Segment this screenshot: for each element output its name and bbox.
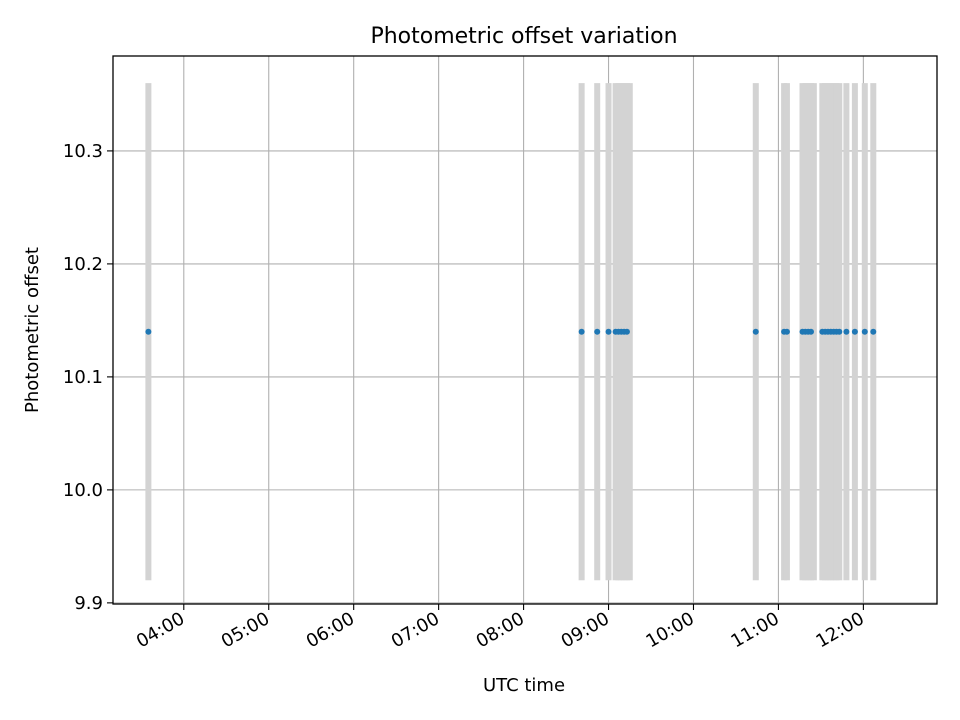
y-tick-label: 10.1 (63, 367, 103, 388)
data-point (807, 328, 814, 335)
x-axis-label: UTC time (483, 675, 565, 696)
y-tick-label: 9.9 (74, 593, 103, 614)
data-point (605, 328, 612, 335)
data-point (594, 328, 601, 335)
data-point (843, 328, 850, 335)
data-point (870, 328, 877, 335)
data-point (861, 328, 868, 335)
y-tick-label: 10.3 (63, 141, 103, 162)
y-tick-label: 10.2 (63, 254, 103, 275)
y-axis-label: Photometric offset (22, 247, 43, 413)
data-point (145, 328, 152, 335)
y-axis-ticks: 9.9 10.0 10.1 10.2 10.3 (63, 141, 113, 614)
data-point (783, 328, 790, 335)
chart-title: Photometric offset variation (370, 24, 677, 49)
data-points (145, 328, 877, 335)
data-point (752, 328, 759, 335)
data-point (578, 328, 585, 335)
data-point (623, 328, 630, 335)
data-point (851, 328, 858, 335)
data-point (836, 328, 843, 335)
plot-frame (112, 55, 938, 605)
y-tick-label: 10.0 (63, 480, 103, 501)
